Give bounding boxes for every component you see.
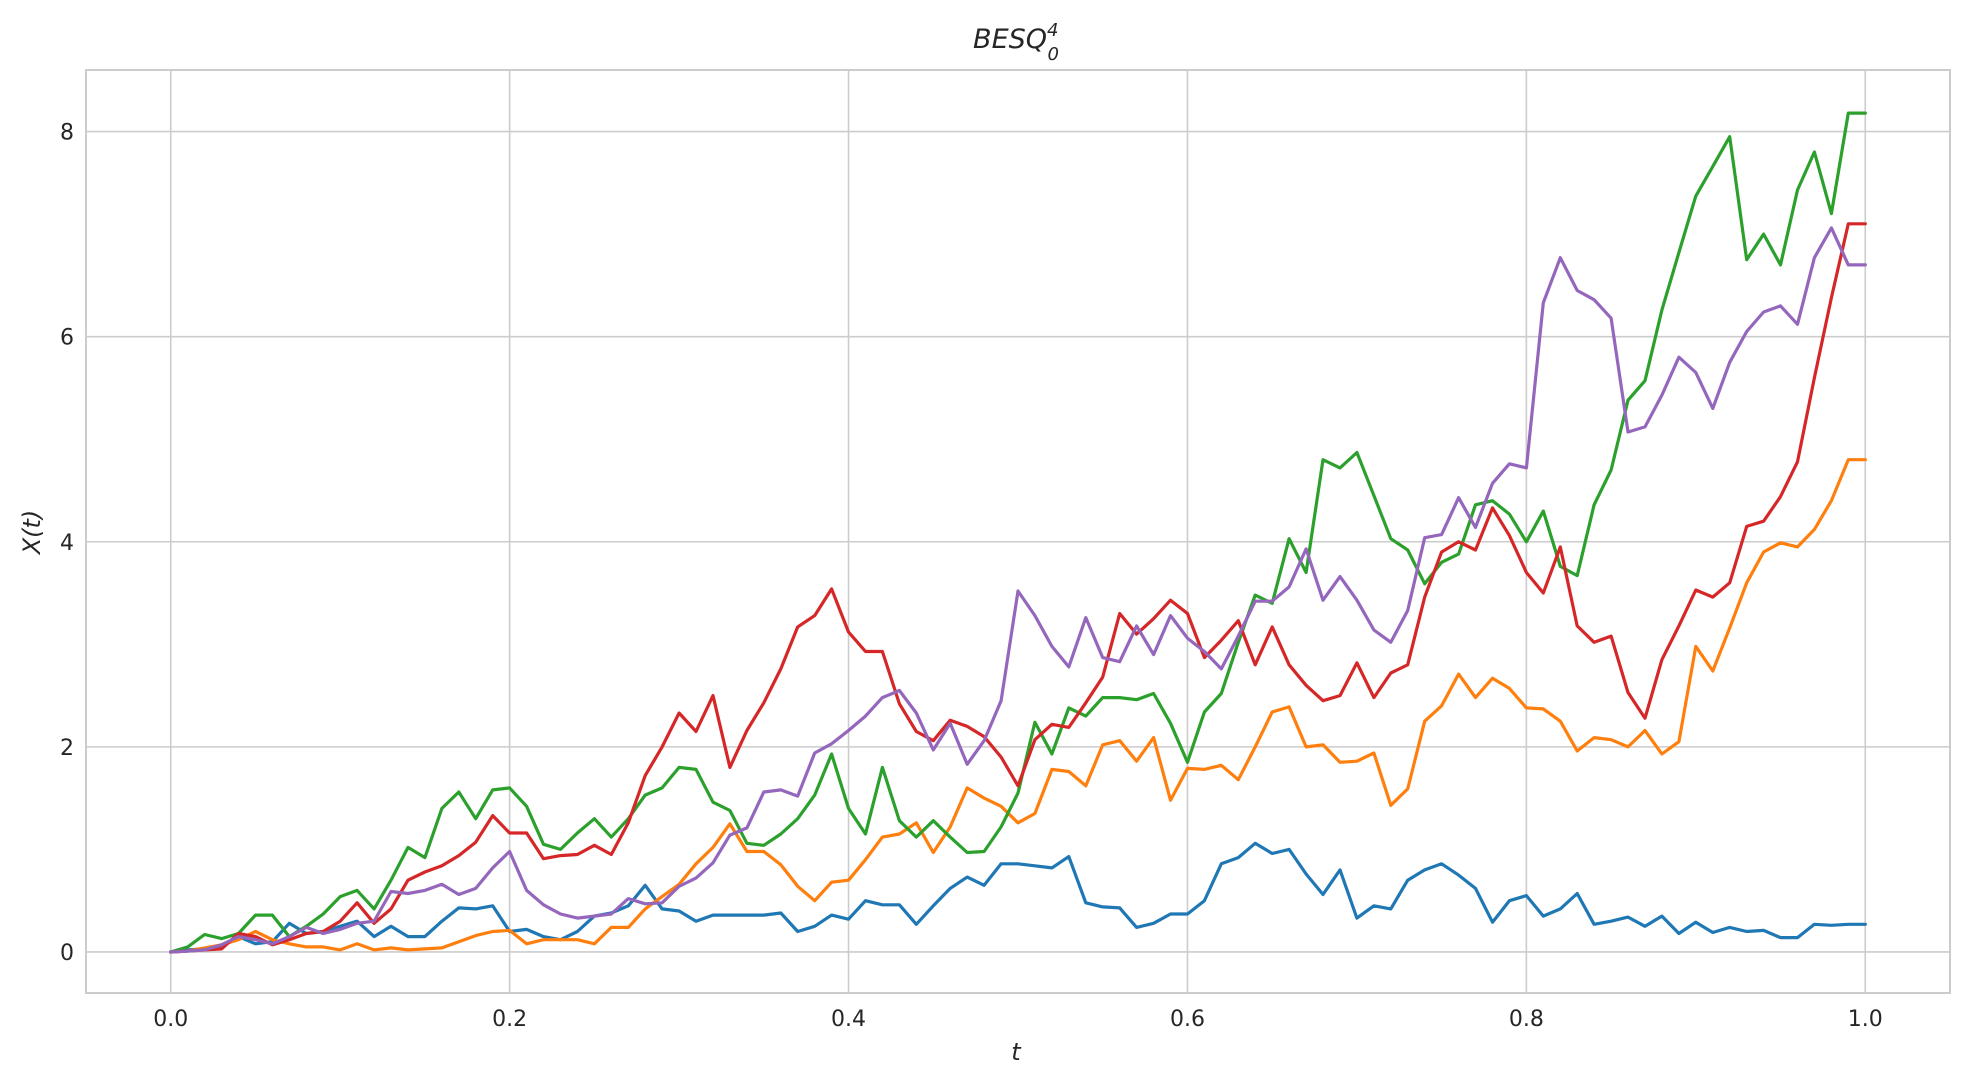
y-tick-label: 6	[60, 326, 74, 351]
y-axis-label: X(t)	[18, 510, 46, 557]
series-line-1	[169, 841, 1867, 954]
plot-frame	[85, 69, 1951, 994]
x-tick-label: 0.6	[1170, 1007, 1205, 1032]
series-line-3	[169, 111, 1867, 954]
x-tick-label: 0.8	[1509, 1007, 1544, 1032]
chart-title: BESQ4 0	[973, 20, 1059, 65]
x-axis-label: t	[1011, 1038, 1022, 1066]
x-tick-labels: 0.0 0.2 0.4 0.6 0.8 1.0	[153, 1007, 1883, 1032]
chart-title-subscript: 0	[1047, 44, 1058, 65]
chart-title-main: BESQ	[973, 24, 1047, 55]
series-line-4	[169, 222, 1867, 954]
y-tick-label: 0	[60, 941, 74, 966]
y-tick-label: 2	[60, 736, 74, 761]
y-tick-labels: 0 2 4 6 8	[60, 121, 74, 966]
series-line-5	[169, 226, 1867, 954]
y-tick-label: 8	[60, 121, 74, 146]
x-tick-label: 0.0	[153, 1007, 188, 1032]
x-tick-label: 1.0	[1848, 1007, 1883, 1032]
x-tick-label: 0.4	[831, 1007, 866, 1032]
chart-title-superscript: 4	[1047, 20, 1058, 41]
x-tick-label: 0.2	[492, 1007, 527, 1032]
grid	[86, 70, 1950, 993]
series-lines	[169, 111, 1867, 954]
series-line-2	[169, 458, 1867, 954]
y-tick-label: 4	[60, 531, 74, 556]
